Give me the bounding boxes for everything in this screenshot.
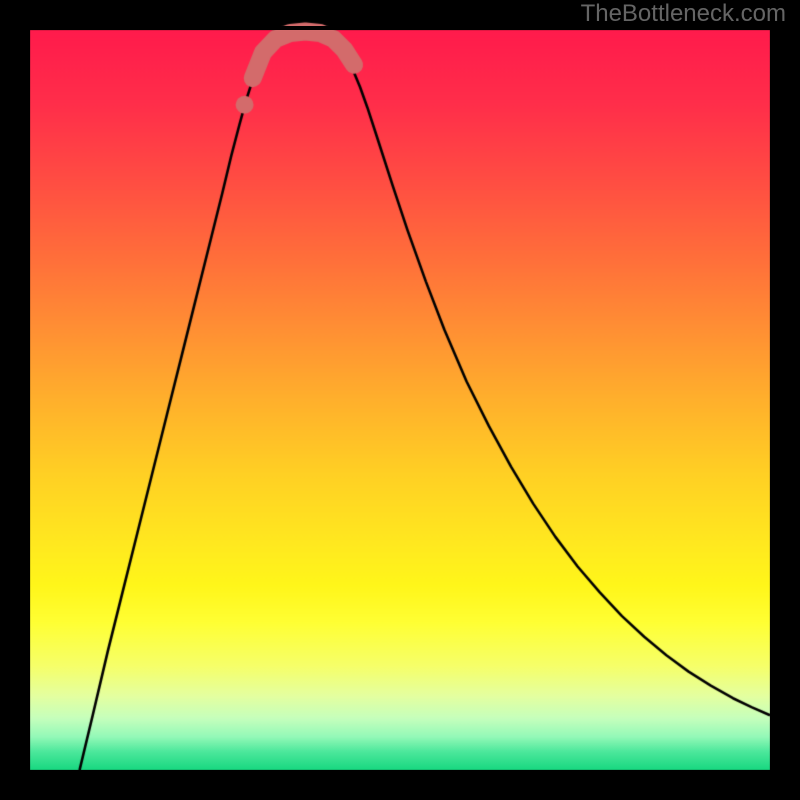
plot-frame	[26, 26, 774, 774]
watermark-text: TheBottleneck.com	[581, 0, 786, 28]
chart-stage: TheBottleneck.com	[0, 0, 800, 800]
